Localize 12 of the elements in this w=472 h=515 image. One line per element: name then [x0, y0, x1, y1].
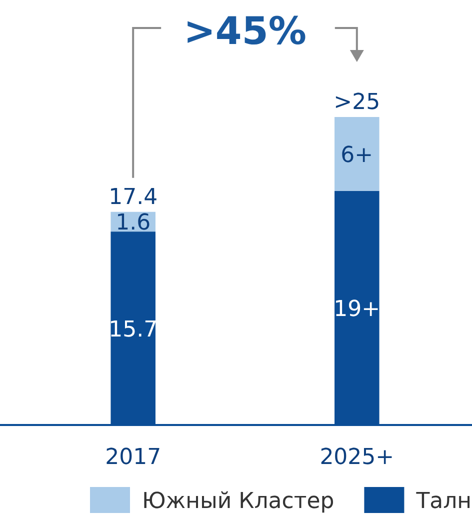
total-label: 17.4 — [108, 184, 158, 210]
data-label: 6+ — [340, 142, 374, 168]
total-label: >25 — [334, 90, 380, 115]
data-label: 1.6 — [116, 210, 151, 236]
legend-label: Южный Кластер — [142, 489, 334, 514]
data-label: 19+ — [334, 296, 380, 322]
text: >45% — [184, 9, 306, 53]
data-label: 15.7 — [108, 317, 158, 342]
bar — [334, 117, 380, 191]
x-tick-label: 2025+ — [320, 445, 394, 470]
legend-label: Талн — [415, 489, 472, 514]
x-tick-label: 2017 — [105, 445, 162, 470]
